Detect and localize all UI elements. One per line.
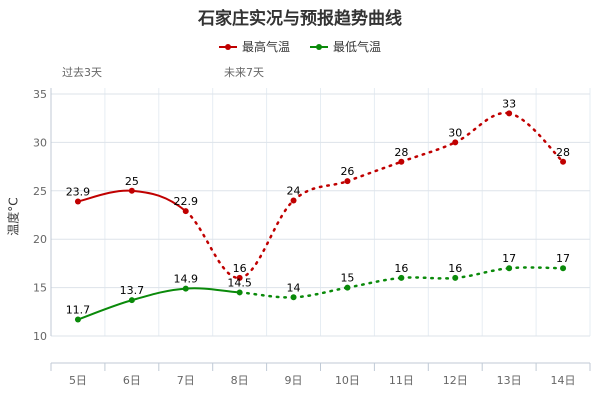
legend-label-min: 最低气温 [333, 40, 382, 54]
data-label: 17 [502, 252, 516, 265]
y-tick-label: 20 [33, 233, 47, 246]
data-point [128, 187, 135, 194]
data-label: 14 [287, 281, 301, 294]
data-label: 30 [448, 126, 462, 139]
x-tick-label: 8日 [231, 374, 249, 387]
y-tick-label: 15 [33, 282, 47, 295]
series-line-segment [130, 189, 187, 213]
series-line-segment [238, 199, 295, 280]
data-point [452, 274, 459, 281]
x-tick-label: 9日 [285, 374, 303, 387]
series-line-segment [400, 141, 457, 164]
data-label: 15 [340, 272, 354, 285]
data-point [290, 294, 297, 301]
data-point [182, 208, 189, 215]
data-label: 23.9 [66, 185, 91, 198]
data-point [506, 265, 513, 272]
x-tick-label: 14日 [551, 374, 576, 387]
data-label: 28 [394, 146, 408, 159]
data-point [74, 316, 81, 323]
legend: 最高气温 最低气温 [0, 38, 600, 55]
x-tick-label: 6日 [123, 374, 141, 387]
legend-marker-max-icon [218, 43, 237, 50]
y-tick-label: 10 [33, 330, 47, 343]
x-tick-label: 5日 [69, 374, 87, 387]
data-point [128, 297, 135, 304]
data-label: 24 [287, 184, 301, 197]
data-point [74, 198, 81, 205]
data-point [236, 289, 243, 296]
data-label: 26 [340, 165, 354, 178]
data-point [398, 274, 405, 281]
data-label: 22.9 [174, 195, 199, 208]
series-line-segment [292, 179, 349, 202]
data-point [560, 158, 567, 165]
data-point [344, 284, 351, 291]
legend-item-min[interactable]: 最低气温 [310, 38, 381, 55]
data-point [236, 274, 243, 281]
data-label: 17 [556, 252, 570, 265]
data-point [452, 139, 459, 146]
data-label: 16 [448, 262, 462, 275]
legend-marker-min-icon [310, 43, 328, 50]
annotation-past: 过去3天 [62, 66, 102, 79]
data-point [290, 197, 297, 204]
data-label: 14.5 [227, 276, 252, 289]
series-line-segment [346, 160, 403, 183]
series-line-segment [184, 209, 241, 280]
legend-label-max: 最高气温 [241, 40, 290, 54]
series-line-segment [76, 299, 133, 321]
data-point [182, 285, 189, 292]
data-label: 28 [556, 146, 570, 159]
data-point [506, 110, 513, 117]
data-label: 11.7 [66, 304, 91, 317]
data-label: 16 [233, 262, 247, 275]
x-tick-label: 13日 [497, 374, 522, 387]
data-label: 33 [502, 97, 516, 110]
legend-item-max[interactable]: 最高气温 [218, 38, 290, 55]
x-tick-label: 12日 [443, 374, 468, 387]
y-tick-label: 25 [33, 185, 47, 198]
x-tick-label: 10日 [335, 374, 360, 387]
chart-title: 石家庄实况与预报趋势曲线 [198, 9, 402, 29]
data-label: 16 [394, 262, 408, 275]
x-tick-label: 11日 [389, 374, 414, 387]
x-tick-label: 7日 [177, 374, 195, 387]
data-label: 14.9 [174, 273, 199, 286]
data-label: 13.7 [120, 284, 145, 297]
series-line-segment [184, 287, 241, 294]
y-tick-label: 35 [33, 88, 47, 101]
y-tick-label: 30 [33, 136, 47, 149]
series-line-segment [130, 287, 187, 302]
series-line-segment [507, 112, 565, 164]
data-label: 25 [125, 175, 139, 188]
series-line-segment [507, 266, 565, 270]
annotation-future: 未来7天 [224, 66, 264, 79]
data-point [344, 178, 351, 185]
data-point [398, 158, 405, 165]
data-point [560, 265, 567, 272]
